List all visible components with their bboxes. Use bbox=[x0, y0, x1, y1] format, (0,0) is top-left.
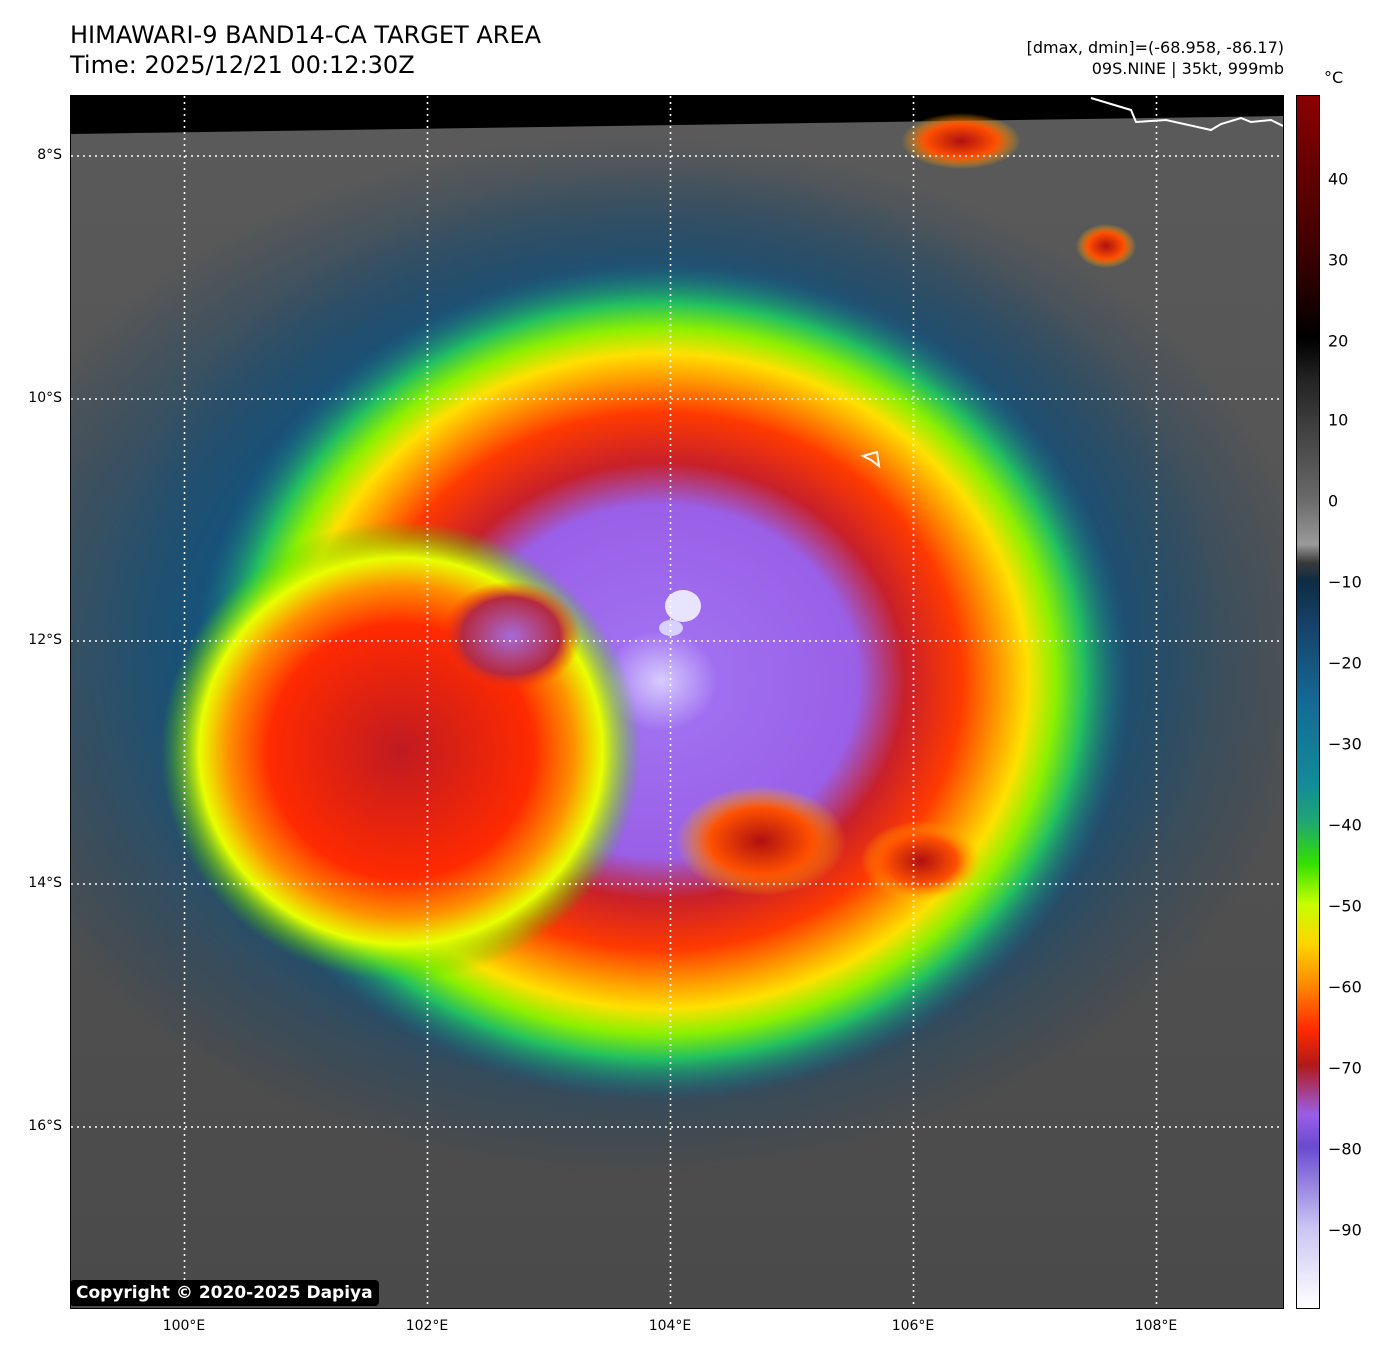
colorbar-tick: −90 bbox=[1328, 1220, 1362, 1240]
colorbar-tick: 40 bbox=[1328, 169, 1349, 189]
lat-label-10s: 10°S bbox=[28, 390, 62, 406]
lat-label-16s: 16°S bbox=[28, 1118, 62, 1134]
lon-label-100e: 100°E bbox=[162, 1318, 206, 1334]
lon-label-108e: 108°E bbox=[1134, 1318, 1178, 1334]
title-line-1: HIMAWARI-9 BAND14-CA TARGET AREA bbox=[70, 21, 542, 49]
colorbar-tick: 0 bbox=[1328, 491, 1339, 511]
lon-label-106e: 106°E bbox=[891, 1318, 935, 1334]
colorbar-tick: −20 bbox=[1328, 653, 1362, 673]
colorbar-unit: °C bbox=[1324, 68, 1344, 87]
title-line-2: Time: 2025/12/21 00:12:30Z bbox=[70, 51, 415, 79]
colorbar-tick: −60 bbox=[1328, 977, 1362, 997]
colorbar-tick: 20 bbox=[1328, 331, 1349, 351]
info-line-2: 09S.NINE | 35kt, 999mb bbox=[1091, 59, 1284, 78]
satellite-image bbox=[70, 95, 1284, 1309]
colorbar-tick: 10 bbox=[1328, 410, 1349, 430]
storm-info: [dmax, dmin]=(-68.958, -86.17) 09S.NINE … bbox=[1027, 37, 1284, 79]
satellite-imagery bbox=[71, 96, 1283, 1308]
colorbar-tick: −40 bbox=[1328, 815, 1362, 835]
info-line-1: [dmax, dmin]=(-68.958, -86.17) bbox=[1026, 38, 1284, 57]
colorbar bbox=[1296, 95, 1320, 1309]
lat-label-14s: 14°S bbox=[28, 875, 62, 891]
lat-label-8s: 8°S bbox=[37, 147, 62, 163]
lon-label-104e: 104°E bbox=[648, 1318, 692, 1334]
figure-title: HIMAWARI-9 BAND14-CA TARGET AREA Time: 2… bbox=[70, 20, 541, 80]
colorbar-tick: −70 bbox=[1328, 1058, 1362, 1078]
colorbar-tick: −30 bbox=[1328, 734, 1362, 754]
copyright-label: Copyright © 2020-2025 Dapiya bbox=[70, 1280, 379, 1306]
colorbar-tick: −50 bbox=[1328, 896, 1362, 916]
colorbar-tick: −80 bbox=[1328, 1139, 1362, 1159]
lon-label-102e: 102°E bbox=[405, 1318, 449, 1334]
lat-label-12s: 12°S bbox=[28, 632, 62, 648]
colorbar-tick: 30 bbox=[1328, 250, 1349, 270]
colorbar-tick: −10 bbox=[1328, 572, 1362, 592]
